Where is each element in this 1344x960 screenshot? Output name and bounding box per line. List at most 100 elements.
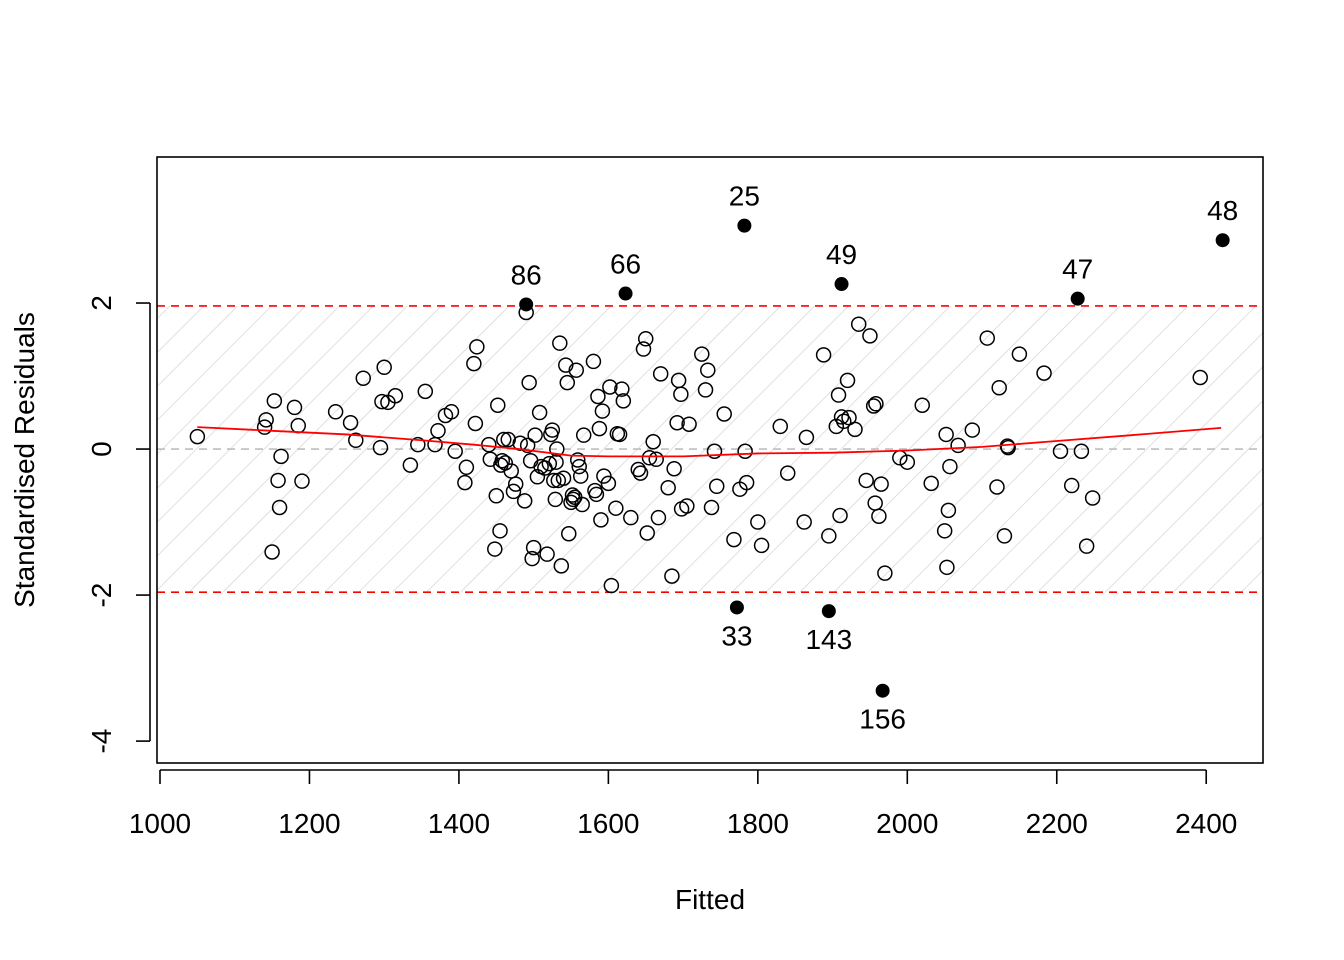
data-point — [555, 470, 572, 487]
data-point — [603, 577, 620, 594]
data-point — [516, 493, 533, 509]
data-point — [666, 461, 682, 477]
data-point — [936, 523, 953, 539]
data-point — [547, 491, 564, 508]
data-point — [594, 403, 611, 419]
data-point — [614, 381, 630, 397]
data-point — [524, 550, 540, 567]
data-point — [443, 404, 460, 420]
data-point — [500, 431, 516, 448]
data-point — [637, 331, 654, 347]
outlier-label: 156 — [859, 704, 906, 735]
data-point — [648, 451, 664, 468]
data-point — [376, 359, 392, 376]
x-tick-label: 1600 — [577, 808, 639, 839]
x-tick-label: 2400 — [1175, 808, 1237, 839]
data-point — [865, 398, 882, 414]
data-point — [964, 422, 981, 438]
data-point — [738, 474, 755, 491]
data-point — [630, 461, 647, 478]
data-point — [1078, 538, 1095, 554]
y-tick-label: 2 — [86, 295, 117, 311]
data-point — [608, 500, 624, 516]
outlier-label: 47 — [1062, 254, 1093, 285]
data-point — [850, 316, 867, 332]
data-point — [271, 499, 288, 516]
data-point — [189, 428, 206, 445]
data-point — [273, 448, 289, 465]
data-point — [737, 443, 753, 459]
plot-area — [157, 218, 1263, 698]
data-point — [868, 396, 884, 412]
data-point — [650, 509, 667, 526]
data-point — [497, 455, 514, 471]
data-point — [602, 379, 618, 395]
outlier-label: 49 — [826, 239, 857, 270]
data-point — [256, 419, 273, 435]
data-point — [593, 512, 609, 528]
outlier-point — [729, 600, 744, 615]
data-point — [871, 508, 887, 524]
x-axis: 1000 1200 1400 1600 1800 2000 2200 2400 — [129, 769, 1237, 839]
data-point — [694, 346, 710, 362]
outlier-point — [1215, 233, 1230, 248]
x-tick-label: 1200 — [278, 808, 340, 839]
data-point — [568, 362, 584, 378]
data-point — [327, 404, 344, 420]
data-point — [417, 383, 434, 400]
data-point — [847, 421, 863, 438]
data-point — [561, 525, 577, 542]
y-tick-label: -2 — [86, 583, 117, 608]
data-point — [641, 450, 658, 466]
data-point — [923, 475, 939, 492]
data-point — [531, 404, 548, 421]
data-point — [664, 568, 680, 584]
data-point — [487, 541, 503, 557]
data-point — [772, 418, 789, 435]
data-point — [258, 412, 274, 428]
data-point — [703, 499, 720, 516]
data-point — [950, 437, 966, 454]
data-point — [615, 393, 632, 409]
outlier-point — [821, 604, 836, 619]
data-point — [544, 422, 561, 438]
data-point — [496, 431, 512, 448]
data-point — [708, 478, 725, 495]
data-point — [796, 514, 812, 530]
data-point — [490, 397, 506, 413]
x-axis-label: Fitted — [675, 884, 745, 915]
data-point — [1000, 439, 1016, 456]
data-point — [264, 544, 280, 560]
data-point — [507, 476, 524, 492]
data-point — [549, 441, 565, 457]
data-point — [494, 452, 511, 469]
data-point — [750, 514, 766, 530]
data-point — [527, 427, 543, 443]
data-point — [753, 537, 770, 554]
data-point — [492, 523, 508, 539]
data-point — [572, 468, 589, 484]
data-point — [525, 539, 542, 556]
data-point — [552, 335, 568, 351]
data-point — [512, 435, 528, 451]
x-tick-label: 2000 — [876, 808, 938, 839]
data-point — [558, 357, 574, 373]
x-tick-label: 1400 — [428, 808, 490, 839]
outlier-point — [1070, 291, 1085, 306]
data-point — [679, 498, 695, 514]
data-point — [457, 474, 473, 491]
data-point — [979, 330, 996, 346]
data-point — [877, 565, 893, 581]
data-point — [571, 458, 587, 475]
data-point — [1036, 365, 1052, 381]
data-point — [505, 483, 522, 500]
data-point — [270, 472, 286, 489]
data-point — [939, 559, 955, 576]
outlier-point — [519, 297, 534, 312]
data-point — [466, 355, 482, 372]
data-point — [899, 454, 916, 470]
data-point — [836, 413, 852, 430]
data-point — [447, 443, 463, 459]
data-point — [387, 387, 404, 404]
data-point — [569, 452, 586, 468]
